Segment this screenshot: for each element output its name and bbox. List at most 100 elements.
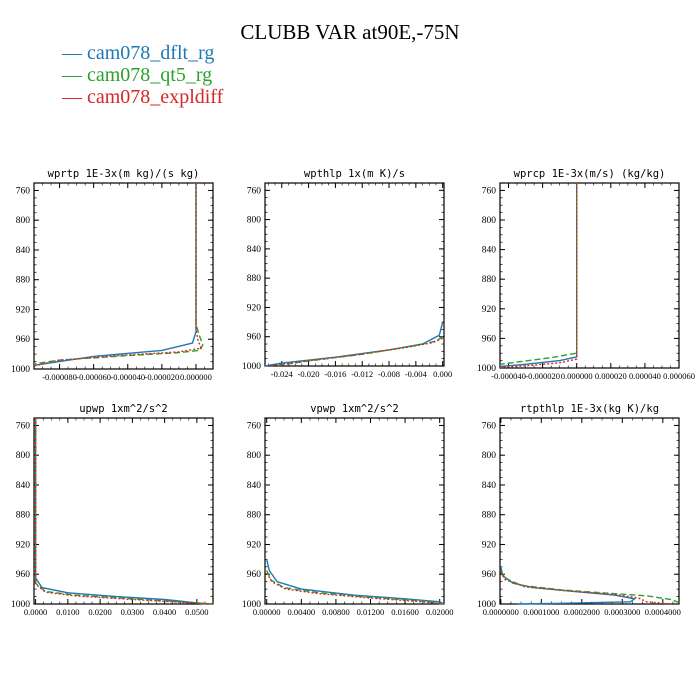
x-tick-label: 0.0002000 (564, 607, 600, 617)
y-tick-label: 880 (247, 274, 262, 284)
legend: — cam078_dflt_rg — cam078_qt5_rg — cam07… (62, 42, 223, 108)
y-tick-label: 880 (482, 511, 497, 521)
series-line-1 (266, 559, 445, 605)
y-tick-label: 880 (482, 275, 497, 285)
y-tick-label: 840 (247, 481, 262, 491)
x-tick-label: 0.000 (433, 369, 452, 379)
plot-frame (33, 417, 214, 605)
y-tick-label: 920 (482, 540, 497, 550)
x-tick-label: 0.0300 (121, 607, 144, 617)
x-tick-label: 0.0500 (185, 607, 208, 617)
y-tick-label: 760 (16, 421, 31, 431)
series-line-3 (500, 571, 671, 605)
y-tick-label: 840 (482, 246, 497, 256)
x-tick-label: -0.016 (324, 369, 346, 379)
y-tick-label: 800 (482, 451, 497, 461)
x-tick-label: 0.000040 (629, 371, 661, 381)
x-tick-label: 0.0001000 (523, 607, 559, 617)
x-tick-label: 0.01600 (391, 607, 419, 617)
x-tick-label: -0.000020 (144, 372, 179, 382)
x-tick-label: 0.00800 (322, 607, 350, 617)
plot-frame (264, 182, 445, 367)
y-tick-label: 960 (247, 570, 262, 580)
y-tick-label: 920 (16, 305, 31, 315)
x-tick-label: 0.0100 (56, 607, 79, 617)
y-tick-label: 800 (16, 451, 31, 461)
y-tick-label: 840 (16, 481, 31, 491)
panel-2: wpthlp 1x(m K)/s 760 800 840 880 920 960 1000 -0… (242, 168, 452, 379)
series-line-2 (500, 570, 680, 604)
x-tick-label: -0.000040 (110, 372, 145, 382)
y-tick-label: 920 (247, 303, 262, 313)
plot-frame (264, 417, 445, 605)
x-tick-label: -0.008 (378, 369, 400, 379)
y-tick-label: 800 (247, 216, 262, 226)
x-tick-label: 0.00000 (253, 607, 281, 617)
x-tick-label: 0.02000 (426, 607, 454, 617)
series-line-3 (268, 337, 443, 367)
series-line-2 (274, 336, 444, 367)
series-line-1 (499, 183, 578, 368)
y-tick-label: 1000 (11, 365, 30, 375)
y-tick-label: 960 (247, 333, 262, 343)
x-tick-label: 0.01200 (357, 607, 385, 617)
y-tick-label: 760 (247, 421, 262, 431)
legend-swatch-qt5: — (62, 64, 87, 86)
y-tick-label: 760 (482, 421, 497, 431)
x-tick-label: 0.0200 (88, 607, 111, 617)
x-tick-label: 0.0000000 (483, 607, 519, 617)
x-tick-label: 0.000060 (663, 371, 695, 381)
y-tick-label: 880 (16, 511, 31, 521)
y-tick-label: 760 (16, 186, 31, 196)
panel-5: vpwp 1xm^2/s^276080084088092096010000.00… (242, 403, 453, 617)
x-tick-label: -0.000020 (525, 371, 560, 381)
y-tick-label: 920 (247, 540, 262, 550)
y-tick-label: 760 (482, 186, 497, 196)
x-tick-label: -0.000060 (76, 372, 111, 382)
y-tick-label: 1000 (477, 364, 496, 374)
figure-title: CLUBB VAR at90E,-75N (240, 20, 460, 44)
y-tick-label: 840 (482, 481, 497, 491)
y-tick-label: 800 (247, 451, 262, 461)
panel-title: rtpthlp 1E-3x(kg K)/kg (520, 403, 659, 415)
series-line-3 (34, 418, 214, 605)
y-tick-label: 1000 (242, 362, 261, 372)
panel-title: wprtp 1E-3x(m kg)/(s kg) (48, 168, 200, 180)
plot-frame (33, 182, 214, 370)
panel-6: rtpthlp 1E-3x(kg K)/kg 760 800 840 880 920 960… (477, 403, 681, 617)
panel-title: wprcp 1E-3x(m/s) (kg/kg) (514, 168, 666, 180)
x-tick-label: -0.000080 (42, 372, 77, 382)
legend-label-qt5: cam078_qt5_rg (87, 64, 213, 86)
y-tick-label: 1000 (477, 600, 496, 610)
y-tick-label: 880 (16, 276, 31, 286)
panel-title: wpthlp 1x(m K)/s (304, 168, 405, 180)
series-line-3 (499, 183, 578, 368)
y-tick-label: 840 (16, 246, 31, 256)
x-tick-label: 0.00400 (288, 607, 316, 617)
panel-3: wprcp 1E-3x(m/s) (kg/kg) 760 800 840 880 920 9… (477, 168, 695, 381)
y-tick-label: 920 (16, 540, 31, 550)
x-tick-label: 0.000000 (180, 372, 212, 382)
y-tick-label: 960 (16, 335, 31, 345)
panel-4: upwp 1xm^2/s^2 760 800 840 880 920 960 10000.00… (11, 403, 214, 617)
y-tick-label: 1000 (242, 600, 261, 610)
x-tick-label: -0.000040 (491, 371, 526, 381)
x-tick-label: 0.000000 (561, 371, 593, 381)
x-tick-label: -0.020 (298, 369, 320, 379)
x-tick-label: 0.0003000 (604, 607, 640, 617)
x-tick-label: -0.024 (271, 369, 294, 379)
y-tick-label: 960 (482, 334, 497, 344)
panel-title: vpwp 1xm^2/s^2 (310, 403, 399, 415)
y-tick-label: 1000 (11, 600, 30, 610)
y-tick-label: 920 (482, 305, 497, 315)
legend-label-expldiff: cam078_expldiff (87, 86, 224, 108)
plot-frame (499, 182, 680, 369)
y-tick-label: 880 (247, 511, 262, 521)
legend-swatch-dflt: — (62, 42, 87, 64)
x-tick-label: -0.012 (351, 369, 373, 379)
x-tick-label: 0.0000 (24, 607, 47, 617)
legend-item-qt5: — cam078_qt5_rg (62, 64, 223, 86)
legend-item-dflt: — cam078_dflt_rg (62, 42, 223, 64)
y-tick-label: 760 (247, 186, 262, 196)
